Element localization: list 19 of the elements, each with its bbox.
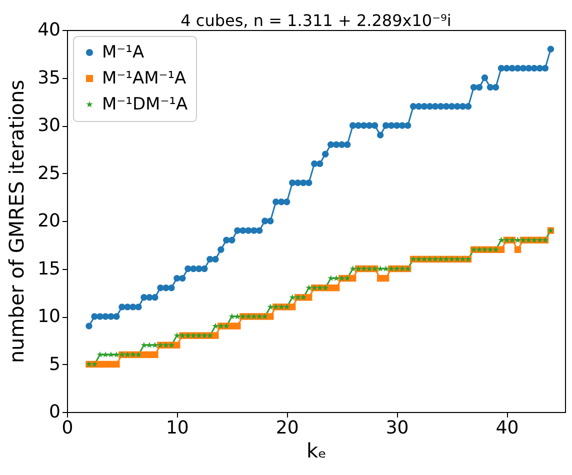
legend-label: M⁻¹A [102,42,144,62]
chart-title: 4 cubes, n = 1.311 + 2.289x10⁻⁹i [180,11,452,30]
x-tick-label: 30 [386,418,409,438]
y-tick-label: 10 [38,306,60,327]
x-tick-label: 20 [276,418,299,438]
y-tick-label: 0 [49,402,60,422]
x-tick-label: 10 [166,418,189,438]
y-tick-label: 15 [38,258,60,280]
legend-label: M⁻¹DM⁻¹A [102,94,188,114]
x-tick-label: 40 [496,418,519,438]
y-tick-label: 5 [49,354,60,375]
y-tick-label: 25 [38,162,60,184]
y-tick-label: 40 [38,20,60,40]
y-tick-label: 30 [38,115,60,136]
legend-label: M⁻¹AM⁻¹A [102,68,187,88]
x-axis-title: kₑ [306,438,326,462]
y-axis-title: number of GMRES iterations [4,80,29,364]
y-tick-label: 20 [38,210,60,232]
y-tick-label: 35 [38,67,60,88]
